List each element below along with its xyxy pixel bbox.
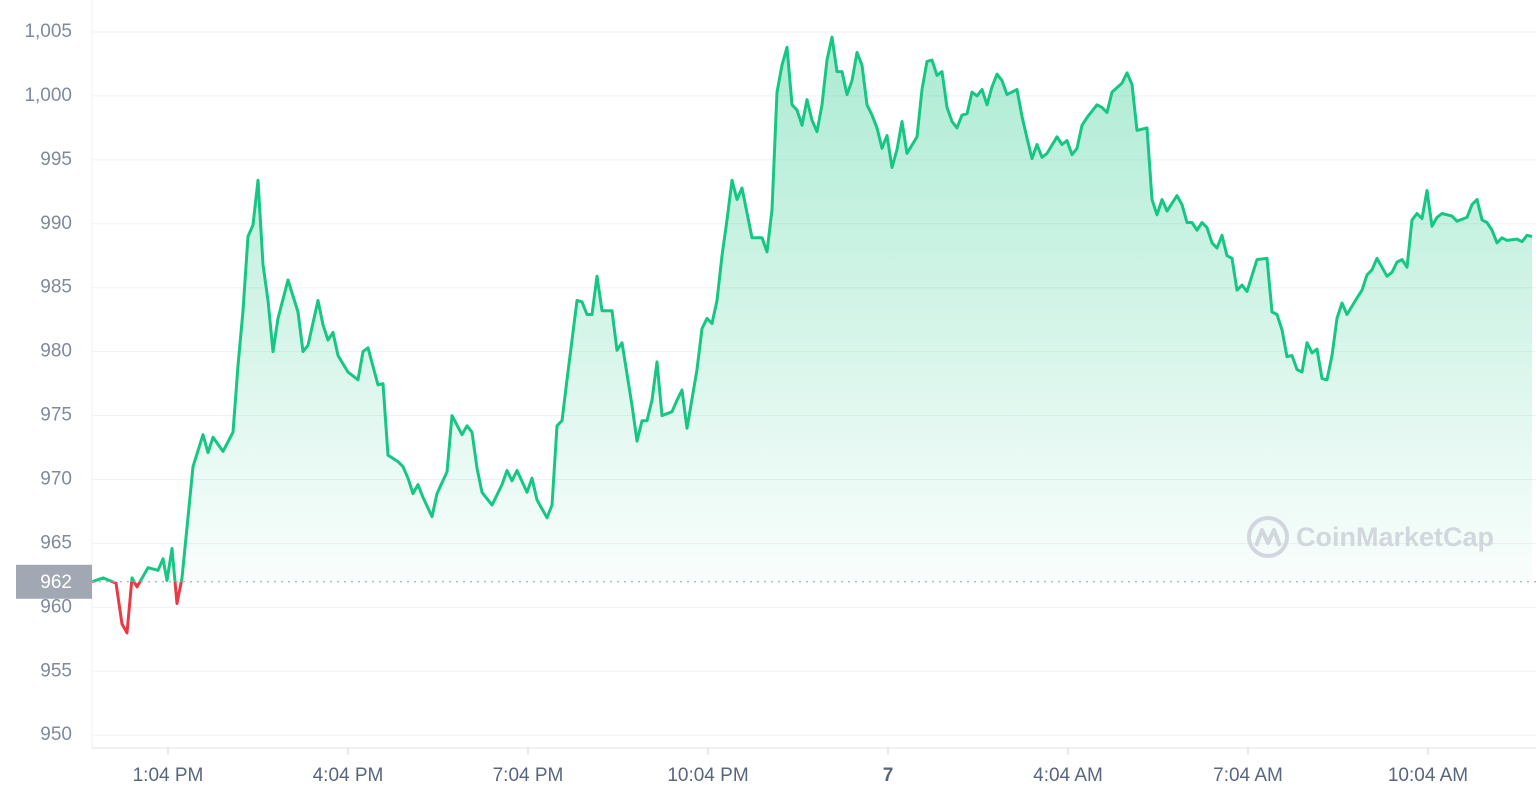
y-tick-label: 950: [40, 724, 72, 745]
x-tick-label: 4:04 AM: [1033, 765, 1103, 786]
x-tick-label: 7:04 PM: [493, 765, 564, 786]
watermark-logo: [1247, 516, 1289, 558]
y-tick-label: 965: [40, 532, 72, 553]
y-tick-label: 960: [40, 596, 72, 617]
area-layer: [92, 37, 1532, 582]
y-tick-label: 1,000: [24, 85, 72, 106]
baseline-layer: 962: [16, 564, 1536, 599]
y-tick-label: 990: [40, 213, 72, 234]
y-tick-label: 980: [40, 341, 72, 362]
y-axis: 950 955 960 965 970 975 980 985 990 995 1,000 1,005: [24, 21, 72, 745]
x-tick-label: 1:04 PM: [133, 765, 204, 786]
x-tick-label: 10:04 AM: [1388, 765, 1468, 786]
x-tick-label: 7:04 AM: [1213, 765, 1283, 786]
y-tick-label: 970: [40, 469, 72, 490]
x-tick-label: 10:04 PM: [667, 765, 748, 786]
line-layer: [91, 35, 1533, 635]
y-tick-label: 975: [40, 405, 72, 426]
baseline-label: 962: [40, 572, 72, 593]
baseline-label-box: [16, 564, 92, 599]
y-tick-label: 985: [40, 277, 72, 298]
y-tick-label: 955: [40, 660, 72, 681]
x-tick-label: 4:04 PM: [313, 765, 384, 786]
watermark-logo-mark: [1254, 528, 1282, 547]
price-line-up: [91, 35, 1533, 582]
y-tick-label: 995: [40, 149, 72, 170]
area-up: [92, 37, 1532, 582]
watermark-text: CoinMarketCap: [1296, 522, 1494, 552]
watermark: CoinMarketCap: [1247, 516, 1494, 558]
x-tick-label: 7: [883, 765, 894, 786]
y-tick-label: 1,005: [24, 21, 72, 42]
x-axis: 1:04 PM 4:04 PM 7:04 PM 10:04 PM 7 4:04 AM 7:0…: [133, 748, 1468, 786]
